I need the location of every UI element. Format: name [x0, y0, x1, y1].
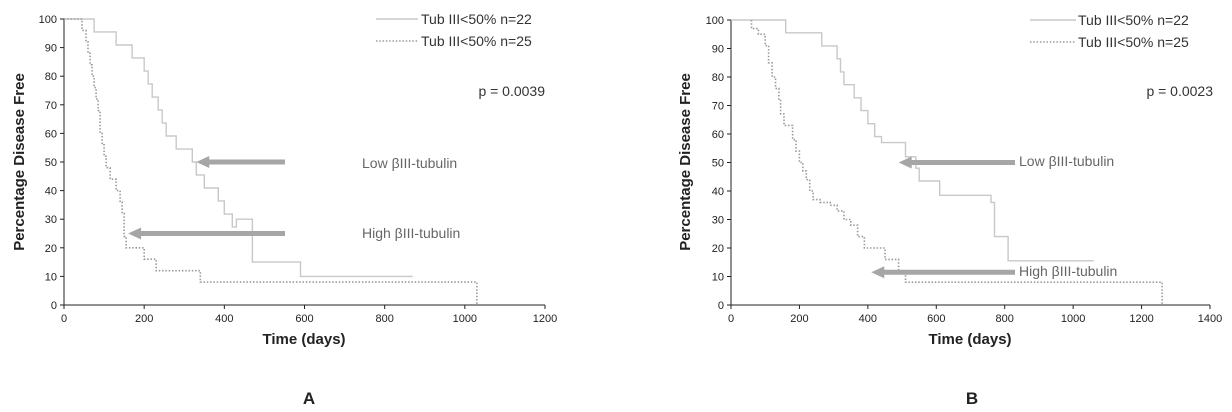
panel-b-series — [731, 19, 1163, 305]
panel-a-x-tick-label: 200 — [135, 313, 153, 325]
panel-b-annotation-arrow-head — [871, 266, 885, 279]
panel-a-annotation-label: High βIII-tubulin — [362, 225, 460, 241]
panel-b-annotation-label: High βIII-tubulin — [1019, 263, 1117, 279]
panel-b-y-tick-label: 0 — [718, 300, 724, 312]
panel-a-label: A — [303, 389, 315, 408]
panel-a-annotation-label: Low βIII-tubulin — [362, 155, 457, 171]
panel-b-y-tick-label: 90 — [712, 44, 724, 56]
panel-a-y-tick-label: 40 — [45, 186, 57, 198]
panel-a-y-tick-label: 0 — [51, 300, 57, 312]
panel-a-y-tick-label: 80 — [45, 71, 57, 83]
panel-b-annotation-arrow-head — [898, 156, 912, 169]
panel-b-x-tick-label: 0 — [728, 313, 734, 325]
panel-a-x-tick-label: 1200 — [533, 313, 557, 325]
panel-b-legend: Tub III<50% n=22 Tub III<50% n=25 — [1030, 12, 1189, 50]
panel-a-annotations: Low βIII-tubulin High βIII-tubulin — [128, 155, 460, 241]
panel-b-legend-label: Tub III<50% n=25 — [1078, 34, 1189, 50]
panel-b-x-tick-label: 600 — [927, 313, 945, 325]
panel-a-annotation-arrow-head — [128, 227, 142, 240]
panel-b-x-tick-label: 800 — [996, 313, 1014, 325]
panel-a-y-tick-label: 10 — [45, 271, 57, 283]
panel-a-x-tick-label: 600 — [295, 313, 313, 325]
panel-b-series-low-line — [731, 19, 1094, 262]
panel-b-y-tick-label: 100 — [706, 15, 724, 27]
panel-b-y-tick-label: 40 — [712, 186, 724, 198]
panel-b-annotation-label: Low βIII-tubulin — [1019, 153, 1114, 169]
panel-a-x-tick-label: 1000 — [453, 313, 477, 325]
panel-b-x-tick-label: 1200 — [1129, 313, 1153, 325]
panel-b-x-tick-label: 1000 — [1061, 313, 1085, 325]
panel-b-legend-label: Tub III<50% n=22 — [1078, 12, 1189, 28]
panel-b-y-tick-label: 60 — [712, 129, 724, 141]
panel-a-y-tick-label: 60 — [45, 128, 57, 140]
panel-a-x-axis-label: Time (days) — [262, 331, 345, 348]
panel-a-x-tick-label: 800 — [375, 313, 393, 325]
panel-a-y-tick-label: 90 — [45, 43, 57, 55]
panel-b-y-tick-label: 50 — [712, 158, 724, 170]
panel-a-legend-label: Tub III<50% n=22 — [421, 11, 532, 27]
panel-b-y-tick-label: 10 — [712, 272, 724, 284]
panel-a-p-value: p = 0.0039 — [478, 83, 545, 99]
panel-b-y-tick-label: 30 — [712, 215, 724, 227]
panel-a-y-tick-label: 100 — [39, 14, 57, 26]
panel-a-x-tick-label: 0 — [61, 313, 67, 325]
panel-a-legend: Tub III<50% n=22 Tub III<50% n=25 — [376, 11, 532, 49]
panel-b-p-value: p = 0.0023 — [1146, 83, 1213, 99]
panel-a-series-low-line — [64, 18, 413, 278]
panel-b-x-tick-label: 200 — [790, 313, 808, 325]
panel-b-y-tick-label: 70 — [712, 101, 724, 113]
panel-a-y-tick-label: 30 — [45, 214, 57, 226]
panel-a-y-axis-label: Percentage Disease Free — [11, 73, 28, 251]
panel-b-y-tick-label: 80 — [712, 72, 724, 84]
panel-a-x-tick-label: 400 — [215, 313, 233, 325]
panel-b-y-tick-label: 20 — [712, 243, 724, 255]
panel-b-x-tick-label: 1400 — [1198, 313, 1222, 325]
panel-b-series-high-line — [750, 20, 1163, 305]
panel-b-y-axis-label: Percentage Disease Free — [677, 73, 694, 251]
panel-b-annotations: Low βIII-tubulin High βIII-tubulin — [871, 153, 1117, 279]
panel-b-x-tick-label: 400 — [859, 313, 877, 325]
panel-a-legend-label: Tub III<50% n=25 — [421, 33, 532, 49]
panel-a-y-tick-label: 70 — [45, 100, 57, 112]
panel-a-y-tick-label: 50 — [45, 157, 57, 169]
panel-a-series — [64, 18, 478, 305]
panel-b-label: B — [966, 389, 978, 408]
panel-a-y-tick-label: 20 — [45, 243, 57, 255]
panel-b-x-axis-label: Time (days) — [928, 331, 1011, 348]
panel-a-annotation-arrow-head — [196, 156, 210, 168]
